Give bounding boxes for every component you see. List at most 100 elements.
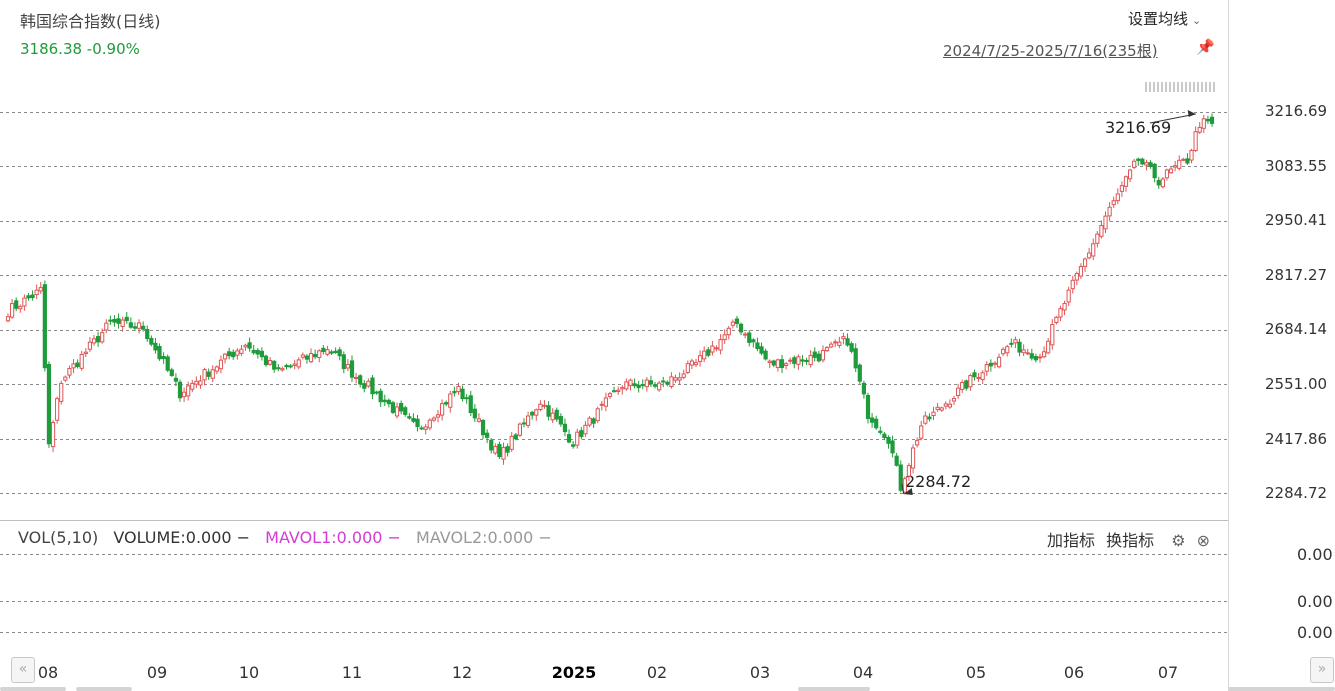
candle-up: [976, 376, 981, 379]
candle-up: [1037, 356, 1043, 359]
candle-up: [55, 398, 60, 421]
candle-down: [661, 380, 666, 383]
mavol1-dash: −: [387, 528, 401, 547]
candle-down: [399, 402, 404, 412]
candle-down: [173, 377, 179, 382]
candle-down: [444, 402, 449, 405]
quote-value: 3186.38 -0.90%: [20, 40, 140, 58]
y-tick-label: 2950.41: [1265, 211, 1328, 229]
candle-down: [419, 427, 424, 430]
candle-up: [808, 354, 813, 366]
candle-down: [26, 295, 31, 299]
candle-up: [202, 369, 207, 381]
scrollbar-thumb[interactable]: [1228, 687, 1335, 691]
candle-up: [833, 341, 838, 344]
candle-up: [1173, 165, 1178, 168]
x-tick-label: 03: [749, 663, 771, 682]
switch-indicator-button[interactable]: 换指标: [1106, 531, 1155, 550]
volume-y-tick: 0.00: [1297, 592, 1333, 611]
candle-down: [927, 416, 932, 420]
candle-up: [1058, 308, 1063, 318]
candle-down: [513, 434, 518, 440]
candle-down: [878, 430, 883, 433]
pin-icon[interactable]: 📌: [1196, 38, 1215, 56]
candle-down: [497, 443, 502, 458]
candle-up: [1046, 340, 1051, 354]
candle-up: [317, 350, 322, 358]
candle-down: [251, 349, 256, 354]
candle-up: [960, 382, 965, 390]
candle-up: [1197, 126, 1202, 133]
candle-up: [1189, 149, 1194, 161]
candle-down: [755, 342, 760, 350]
range-strip: [1145, 82, 1215, 92]
candle-down: [751, 339, 756, 343]
candle-down: [333, 350, 338, 354]
candle-down: [554, 409, 559, 420]
candle-down: [779, 359, 785, 368]
x-tick-label: 07: [1157, 663, 1179, 682]
candle-up: [919, 425, 924, 439]
candle-up: [767, 360, 772, 363]
candle-up: [71, 363, 76, 369]
x-tick-label: 12: [451, 663, 473, 682]
candle-up: [788, 359, 793, 362]
add-indicator-button[interactable]: 加指标: [1047, 531, 1096, 550]
candle-down: [738, 323, 744, 333]
candle-up: [1025, 352, 1030, 355]
ma-setting-button[interactable]: 设置均线 ⌄: [1128, 8, 1201, 29]
volume-legend: VOL(5,10) VOLUME:0.000 − MAVOL1:0.000 − …: [18, 528, 552, 547]
candle-up: [456, 385, 461, 393]
scroll-left-button[interactable]: «: [11, 657, 35, 683]
candle-down: [861, 382, 867, 395]
chevron-down-icon: ⌄: [1192, 14, 1202, 27]
scrollbar-segment[interactable]: [76, 687, 132, 691]
candle-down: [206, 371, 211, 377]
candle-up: [689, 360, 695, 366]
candle-up: [915, 440, 920, 446]
candle-up: [1087, 252, 1092, 259]
scrollbar-segment[interactable]: [798, 687, 870, 691]
candle-down: [255, 349, 260, 355]
candle-down: [869, 417, 875, 423]
candle-down: [865, 394, 871, 419]
candle-down: [407, 416, 412, 419]
candle-down: [149, 337, 154, 345]
candle-down: [890, 440, 895, 454]
candlestick-chart[interactable]: [0, 0, 1228, 660]
indicator-tools: 加指标 换指标 ⚙ ⊗: [1047, 527, 1210, 551]
candle-down: [128, 322, 133, 328]
candle-down: [591, 418, 596, 424]
date-range-label[interactable]: 2024/7/25-2025/7/16(235根): [943, 42, 1158, 60]
scroll-right-button[interactable]: »: [1310, 657, 1334, 683]
candle-down: [362, 383, 367, 389]
x-tick-label: 10: [238, 663, 260, 682]
candle-up: [1054, 316, 1059, 324]
candle-up: [669, 376, 674, 388]
candle-up: [235, 350, 240, 356]
candle-up: [996, 356, 1002, 368]
candle-up: [657, 382, 662, 391]
candle-down: [558, 416, 563, 425]
candle-down: [886, 436, 891, 444]
candle-down: [165, 356, 170, 371]
candle-up: [587, 417, 592, 426]
candle-down: [370, 377, 375, 395]
candle-down: [284, 364, 289, 368]
candle-down: [95, 336, 101, 343]
candle-up: [194, 380, 199, 385]
candle-down: [652, 384, 658, 387]
candle-down: [108, 319, 113, 322]
candle-up: [1066, 289, 1071, 303]
candle-down: [972, 372, 977, 378]
candle-up: [186, 385, 191, 397]
scrollbar-segment[interactable]: [0, 687, 66, 691]
candle-down: [857, 364, 862, 382]
close-icon[interactable]: ⊗: [1196, 531, 1211, 550]
candle-down: [706, 349, 711, 356]
candle-up: [910, 447, 916, 469]
gear-icon[interactable]: ⚙: [1171, 531, 1186, 550]
pane-separator: [0, 520, 1228, 521]
candle-up: [1144, 162, 1149, 166]
candle-down: [141, 325, 146, 330]
